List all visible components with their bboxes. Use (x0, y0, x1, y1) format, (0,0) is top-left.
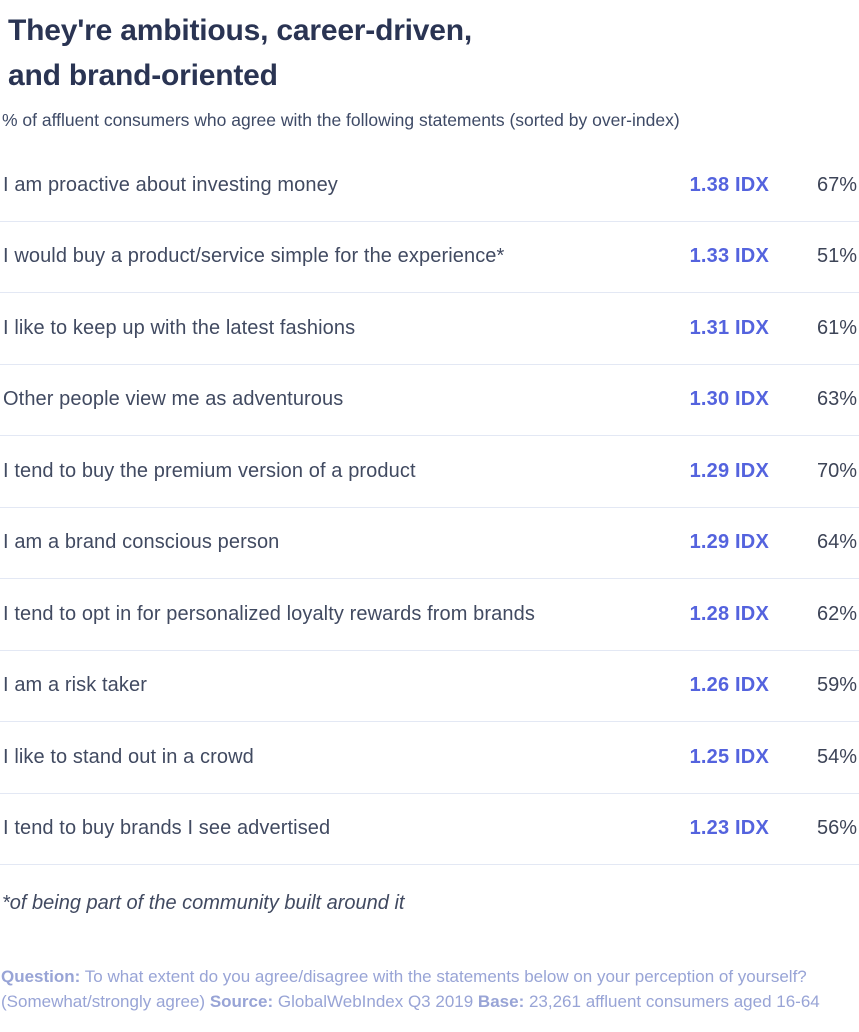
idx-value: 1.33 IDX (689, 245, 769, 268)
percentage-value: 70% (816, 459, 857, 482)
statement-text: I tend to opt in for personalized loyalt… (3, 602, 535, 625)
table-row: Other people view me as adventurous 1.30… (0, 365, 859, 436)
infographic-page: { "page": { "title": "They're ambitious,… (0, 8, 859, 1032)
idx-value: 1.29 IDX (689, 531, 769, 554)
table-row: I tend to buy brands I see advertised 1.… (0, 794, 859, 865)
statement-text: I would buy a product/service simple for… (3, 245, 505, 268)
idx-value: 1.25 IDX (689, 745, 769, 768)
idx-value: 1.28 IDX (689, 602, 769, 625)
table-row: I tend to buy the premium version of a p… (0, 436, 859, 508)
statement-text: I tend to buy the premium version of a p… (3, 459, 416, 482)
table-row: I would buy a product/service simple for… (0, 222, 859, 293)
statement-text: I am a risk taker (3, 674, 147, 697)
source-text: GlobalWebIndex Q3 2019 (277, 992, 474, 1011)
statements-table: I am proactive about investing money 1.3… (0, 150, 859, 865)
table-row: I tend to opt in for personalized loyalt… (0, 579, 859, 651)
statement-text: I am proactive about investing money (3, 173, 338, 196)
base-label: Base: (477, 992, 525, 1011)
percentage-value: 61% (816, 316, 857, 339)
page-title: They're ambitious, career-driven, and br… (8, 14, 473, 92)
table-row: I am a risk taker 1.26 IDX 59% (0, 651, 859, 722)
footnote: *of being part of the community built ar… (2, 892, 405, 914)
statement-text: I like to keep up with the latest fashio… (3, 316, 356, 339)
table-row: I like to stand out in a crowd 1.25 IDX … (0, 722, 859, 794)
idx-value: 1.30 IDX (689, 388, 769, 411)
statement-text: I like to stand out in a crowd (3, 745, 254, 768)
base-text: 23,261 affluent consumers aged 16-64 (528, 992, 820, 1011)
percentage-value: 54% (816, 745, 857, 768)
idx-value: 1.31 IDX (689, 316, 769, 339)
table-row: I am a brand conscious person 1.29 IDX 6… (0, 508, 859, 579)
idx-value: 1.23 IDX (689, 817, 769, 840)
percentage-value: 62% (816, 602, 857, 625)
percentage-value: 63% (816, 388, 857, 411)
page-subtitle: % of affluent consumers who agree with t… (2, 110, 680, 130)
percentage-value: 56% (816, 817, 857, 840)
table-row: I am proactive about investing money 1.3… (0, 150, 859, 222)
statement-text: I am a brand conscious person (3, 531, 280, 554)
table-row: I like to keep up with the latest fashio… (0, 293, 859, 365)
percentage-value: 67% (816, 173, 857, 196)
statement-text: Other people view me as adventurous (3, 388, 344, 411)
percentage-value: 51% (816, 245, 857, 268)
source-footer: Question: To what extent do you agree/di… (0, 964, 830, 1014)
percentage-value: 59% (816, 674, 857, 697)
percentage-value: 64% (816, 531, 857, 554)
question-label: Question: (1, 967, 81, 986)
source-label: Source: (209, 992, 274, 1011)
idx-value: 1.38 IDX (689, 173, 769, 196)
question-text: To what extent do you agree/disagree wit… (1, 967, 807, 1011)
idx-value: 1.29 IDX (689, 459, 769, 482)
idx-value: 1.26 IDX (689, 674, 769, 697)
statement-text: I tend to buy brands I see advertised (3, 817, 331, 840)
